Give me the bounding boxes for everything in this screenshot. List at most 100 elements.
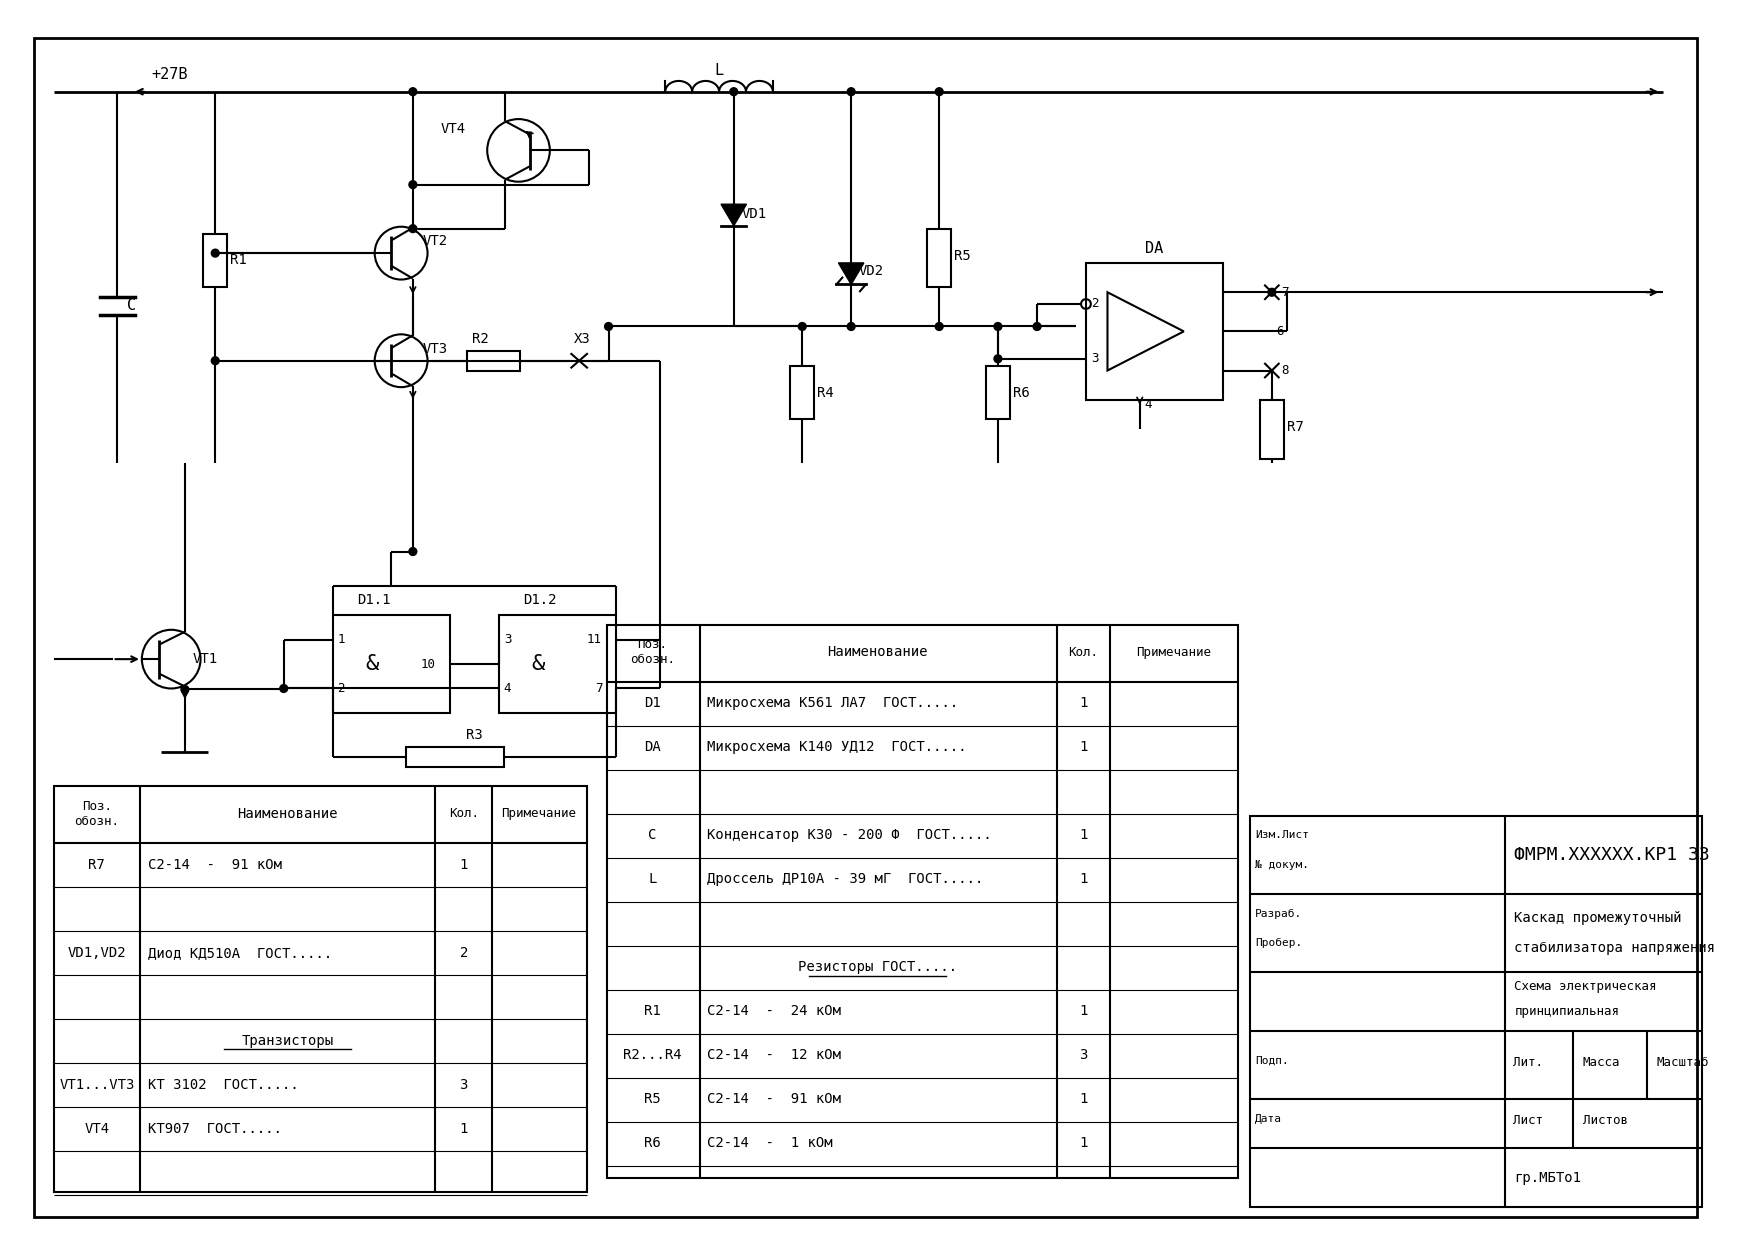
Text: &: & <box>531 653 545 675</box>
Text: R4: R4 <box>817 386 833 401</box>
Text: VT1...VT3: VT1...VT3 <box>60 1078 135 1091</box>
Text: Каскад промежуточный: Каскад промежуточный <box>1514 911 1682 925</box>
Text: Масса: Масса <box>1582 1055 1621 1069</box>
Text: Микросхема К561 ЛА7  ГОСТ.....: Микросхема К561 ЛА7 ГОСТ..... <box>707 696 959 711</box>
Circle shape <box>935 88 944 95</box>
Text: L: L <box>649 872 656 887</box>
Text: L: L <box>714 63 723 78</box>
Text: Лист: Лист <box>1512 1115 1542 1127</box>
Text: R2: R2 <box>472 332 488 346</box>
Text: 1: 1 <box>1079 740 1087 754</box>
Text: VD2: VD2 <box>859 264 884 278</box>
Bar <box>1259 399 1284 459</box>
Text: R2...R4: R2...R4 <box>623 1048 682 1063</box>
Text: 1: 1 <box>1079 696 1087 711</box>
Text: R6: R6 <box>1012 386 1030 401</box>
Circle shape <box>1268 289 1275 296</box>
Text: R5: R5 <box>954 249 970 263</box>
Text: 1: 1 <box>1079 1004 1087 1018</box>
Text: 1: 1 <box>460 858 468 872</box>
Text: С2-14  -  91 кОм: С2-14 - 91 кОм <box>147 858 282 872</box>
Circle shape <box>210 249 219 257</box>
Text: C: C <box>128 299 137 314</box>
Text: гр.МБТо1: гр.МБТо1 <box>1514 1171 1582 1184</box>
Bar <box>791 366 814 419</box>
Text: VD1,VD2: VD1,VD2 <box>68 946 126 960</box>
Text: X3: X3 <box>574 332 591 346</box>
Bar <box>405 748 503 766</box>
Text: 3: 3 <box>1091 352 1098 366</box>
Text: № докум.: № докум. <box>1256 859 1308 869</box>
Bar <box>467 351 521 371</box>
Text: D1: D1 <box>644 696 661 711</box>
Text: R1: R1 <box>644 1004 661 1018</box>
Text: &: & <box>365 653 379 675</box>
Text: 2: 2 <box>1091 298 1098 310</box>
Circle shape <box>409 548 417 556</box>
Text: Диод КД510А  ГОСТ.....: Диод КД510А ГОСТ..... <box>147 946 332 960</box>
Text: Конденсатор К30 - 200 Ф  ГОСТ.....: Конденсатор К30 - 200 Ф ГОСТ..... <box>707 828 993 842</box>
Text: 10: 10 <box>421 657 435 671</box>
Circle shape <box>409 181 417 188</box>
Text: Поз.
обозн.: Поз. обозн. <box>630 639 675 666</box>
Text: VT4: VT4 <box>84 1122 109 1136</box>
Bar <box>1251 816 1703 1207</box>
Bar <box>1086 263 1223 399</box>
Text: 2: 2 <box>337 682 346 694</box>
Text: Резисторы ГОСТ.....: Резисторы ГОСТ..... <box>798 960 958 975</box>
Text: 1: 1 <box>1079 828 1087 842</box>
Bar <box>607 625 1238 1178</box>
Text: Листов: Листов <box>1582 1115 1628 1127</box>
Text: принципиальная: принципиальная <box>1514 1004 1619 1018</box>
Text: Дроссель ДР10А - 39 мГ  ГОСТ.....: Дроссель ДР10А - 39 мГ ГОСТ..... <box>707 872 984 887</box>
Circle shape <box>605 322 612 330</box>
Circle shape <box>281 684 288 692</box>
Text: DA: DA <box>644 740 661 754</box>
Bar <box>498 615 616 713</box>
Bar <box>54 786 588 1193</box>
Text: DA: DA <box>1145 241 1163 255</box>
Bar <box>203 233 226 288</box>
Text: 7: 7 <box>1282 285 1289 299</box>
Circle shape <box>935 322 944 330</box>
Circle shape <box>409 88 417 95</box>
Text: С2-14  -  24 кОм: С2-14 - 24 кОм <box>707 1004 842 1018</box>
Text: Разраб.: Разраб. <box>1256 909 1303 919</box>
Bar <box>928 228 951 288</box>
Text: Кол.: Кол. <box>449 807 479 820</box>
Text: D1.2: D1.2 <box>523 594 558 608</box>
Text: Примечание: Примечание <box>502 807 577 820</box>
Text: R5: R5 <box>644 1092 661 1106</box>
Text: R6: R6 <box>644 1136 661 1151</box>
Circle shape <box>181 686 189 693</box>
Circle shape <box>409 224 417 233</box>
Text: ФМРМ.ХХХХХХ.КР1 ЗЗ: ФМРМ.ХХХХХХ.КР1 ЗЗ <box>1514 846 1710 864</box>
Text: Кол.: Кол. <box>1068 646 1098 658</box>
Text: 1: 1 <box>1079 1092 1087 1106</box>
Text: C: C <box>649 828 656 842</box>
Text: R1: R1 <box>230 253 247 267</box>
Text: стабилизатора напряжения: стабилизатора напряжения <box>1514 941 1715 955</box>
Circle shape <box>995 322 1002 330</box>
Text: Наименование: Наименование <box>828 645 928 660</box>
Text: VT2: VT2 <box>423 234 447 248</box>
Text: Подп.: Подп. <box>1256 1055 1289 1065</box>
Bar <box>986 366 1010 419</box>
Text: КТ 3102  ГОСТ.....: КТ 3102 ГОСТ..... <box>147 1078 298 1091</box>
Circle shape <box>995 355 1002 362</box>
Text: D1.1: D1.1 <box>358 594 391 608</box>
Text: С2-14  -  91 кОм: С2-14 - 91 кОм <box>707 1092 842 1106</box>
Text: R3: R3 <box>467 728 482 743</box>
Text: 4: 4 <box>503 682 512 694</box>
Text: 1: 1 <box>460 1122 468 1136</box>
Text: 11: 11 <box>588 634 602 646</box>
Text: R7: R7 <box>1286 420 1303 434</box>
Text: 1: 1 <box>1079 872 1087 887</box>
Circle shape <box>847 88 854 95</box>
Text: Транзисторы: Транзисторы <box>242 1034 333 1048</box>
Text: VT3: VT3 <box>423 342 447 356</box>
Text: С2-14  -  12 кОм: С2-14 - 12 кОм <box>707 1048 842 1063</box>
Text: 2: 2 <box>460 946 468 960</box>
Text: С2-14  -  1 кОм: С2-14 - 1 кОм <box>707 1136 833 1151</box>
Text: VT1: VT1 <box>193 652 217 666</box>
